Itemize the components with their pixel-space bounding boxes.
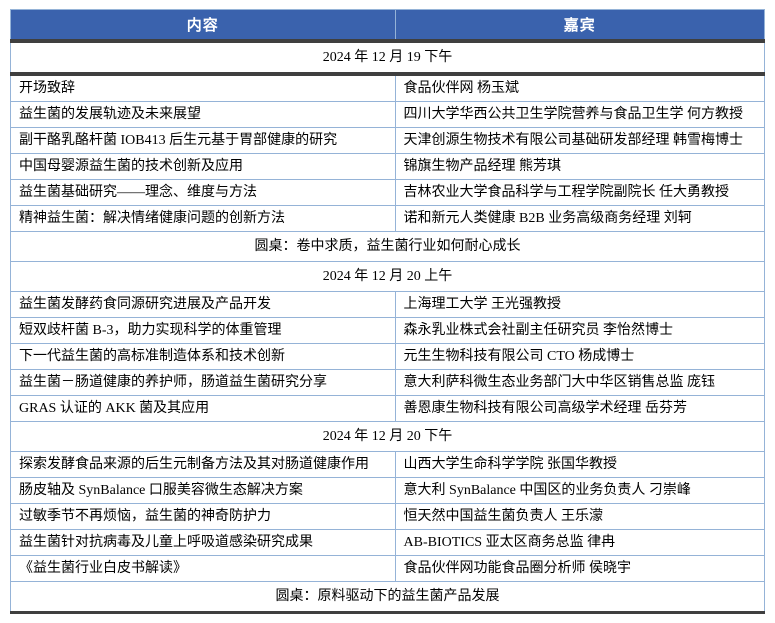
header-content-column: 内容	[10, 9, 396, 43]
guest-cell: 森永乳业株式会社副主任研究员 李怡然博士	[394, 317, 766, 344]
table-row: 肠皮轴及 SynBalance 口服美容微生态解决方案 意大利 SynBalanc…	[10, 477, 766, 504]
guest-cell: 意大利 SynBalance 中国区的业务负责人 刁崇峰	[394, 477, 766, 504]
table-row: 益生菌基础研究——理念、维度与方法 吉林农业大学食品科学与工程学院副院长 任大勇教…	[10, 179, 766, 206]
content-cell: 过敏季节不再烦恼，益生菌的神奇防护力	[10, 503, 396, 530]
table-row: 探索发酵食品来源的后生元制备方法及其对肠道健康作用 山西大学生命科学学院 张国华教…	[10, 451, 766, 478]
guest-cell: 食品伙伴网 杨玉斌	[394, 73, 766, 102]
agenda-table: 内容 嘉宾 2024 年 12 月 19 下午 开场致辞 食品伙伴网 杨玉斌 益生菌的…	[10, 9, 766, 614]
guest-cell: 恒天然中国益生菌负责人 王乐濛	[394, 503, 766, 530]
guest-cell: 山西大学生命科学学院 张国华教授	[394, 451, 766, 478]
content-cell: 《益生菌行业白皮书解读》	[10, 555, 396, 582]
table-row: 《益生菌行业白皮书解读》 食品伙伴网功能食品圈分析师 侯晓宇	[10, 555, 766, 582]
section-date: 2024 年 12 月 20 上午	[10, 261, 765, 292]
guest-cell: 诺和新元人类健康 B2B 业务高级商务经理 刘轲	[394, 205, 766, 232]
section-date-row: 2024 年 12 月 19 下午	[10, 40, 765, 76]
content-cell: 肠皮轴及 SynBalance 口服美容微生态解决方案	[10, 477, 396, 504]
guest-cell: AB-BIOTICS 亚太区商务总监 律冉	[394, 529, 766, 556]
content-cell: 中国母婴源益生菌的技术创新及应用	[10, 153, 396, 180]
content-cell: 短双歧杆菌 B-3，助力实现科学的体重管理	[10, 317, 396, 344]
section-date-row: 2024 年 12 月 20 下午	[10, 421, 765, 452]
guest-cell: 吉林农业大学食品科学与工程学院副院长 任大勇教授	[394, 179, 766, 206]
content-cell: 益生菌发酵药食同源研究进展及产品开发	[10, 291, 396, 318]
guest-cell: 食品伙伴网功能食品圈分析师 侯晓宇	[394, 555, 766, 582]
guest-cell: 元生生物科技有限公司 CTO 杨成博士	[394, 343, 766, 370]
section-date-row: 2024 年 12 月 20 上午	[10, 261, 765, 292]
roundtable-title: 圆桌：原料驱动下的益生菌产品发展	[10, 581, 765, 613]
content-cell: 开场致辞	[10, 73, 396, 102]
table-row: 益生菌的发展轨迹及未来展望 四川大学华西公共卫生学院营养与食品卫生学 何方教授	[10, 101, 766, 128]
content-cell: 探索发酵食品来源的后生元制备方法及其对肠道健康作用	[10, 451, 396, 478]
content-cell: 精神益生菌：解决情绪健康问题的创新方法	[10, 205, 396, 232]
table-row: 益生菌发酵药食同源研究进展及产品开发 上海理工大学 王光强教授	[10, 291, 766, 318]
content-cell: 益生菌基础研究——理念、维度与方法	[10, 179, 396, 206]
roundtable-row: 圆桌：卷中求质，益生菌行业如何耐心成长	[10, 231, 765, 262]
table-row: 短双歧杆菌 B-3，助力实现科学的体重管理 森永乳业株式会社副主任研究员 李怡然博…	[10, 317, 766, 344]
content-cell: 下一代益生菌的高标准制造体系和技术创新	[10, 343, 396, 370]
table-row: 精神益生菌：解决情绪健康问题的创新方法 诺和新元人类健康 B2B 业务高级商务经理…	[10, 205, 766, 232]
guest-cell: 上海理工大学 王光强教授	[394, 291, 766, 318]
content-cell: 益生菌的发展轨迹及未来展望	[10, 101, 396, 128]
schedule-body: 2024 年 12 月 19 下午 开场致辞 食品伙伴网 杨玉斌 益生菌的发展轨迹及未…	[10, 40, 766, 613]
content-cell: 副干酪乳酪杆菌 IOB413 后生元基于胃部健康的研究	[10, 127, 396, 154]
table-row: 副干酪乳酪杆菌 IOB413 后生元基于胃部健康的研究 天津创源生物技术有限公司基…	[10, 127, 766, 154]
guest-cell: 善恩康生物科技有限公司高级学术经理 岳芬芳	[394, 395, 766, 422]
guest-cell: 锦旗生物产品经理 熊芳琪	[394, 153, 766, 180]
guest-cell: 意大利萨科微生态业务部门大中华区销售总监 庞钰	[394, 369, 766, 396]
section-date: 2024 年 12 月 19 下午	[10, 40, 765, 76]
header-guest-column: 嘉宾	[394, 9, 766, 43]
roundtable-title: 圆桌：卷中求质，益生菌行业如何耐心成长	[10, 231, 765, 262]
guest-cell: 天津创源生物技术有限公司基础研发部经理 韩雪梅博士	[394, 127, 766, 154]
table-row: 益生菌针对抗病毒及儿童上呼吸道感染研究成果 AB-BIOTICS 亚太区商务总监 …	[10, 529, 766, 556]
table-row: 开场致辞 食品伙伴网 杨玉斌	[10, 73, 766, 102]
header-row: 内容 嘉宾	[10, 9, 766, 43]
content-cell: GRAS 认证的 AKK 菌及其应用	[10, 395, 396, 422]
content-cell: 益生菌针对抗病毒及儿童上呼吸道感染研究成果	[10, 529, 396, 556]
guest-cell: 四川大学华西公共卫生学院营养与食品卫生学 何方教授	[394, 101, 766, 128]
section-date: 2024 年 12 月 20 下午	[10, 421, 765, 452]
roundtable-row: 圆桌：原料驱动下的益生菌产品发展	[10, 581, 765, 613]
table-row: 过敏季节不再烦恼，益生菌的神奇防护力 恒天然中国益生菌负责人 王乐濛	[10, 503, 766, 530]
table-row: 益生菌－肠道健康的养护师，肠道益生菌研究分享 意大利萨科微生态业务部门大中华区销售…	[10, 369, 766, 396]
content-cell: 益生菌－肠道健康的养护师，肠道益生菌研究分享	[10, 369, 396, 396]
table-row: 下一代益生菌的高标准制造体系和技术创新 元生生物科技有限公司 CTO 杨成博士	[10, 343, 766, 370]
table-row: 中国母婴源益生菌的技术创新及应用 锦旗生物产品经理 熊芳琪	[10, 153, 766, 180]
table-row: GRAS 认证的 AKK 菌及其应用 善恩康生物科技有限公司高级学术经理 岳芬芳	[10, 395, 766, 422]
